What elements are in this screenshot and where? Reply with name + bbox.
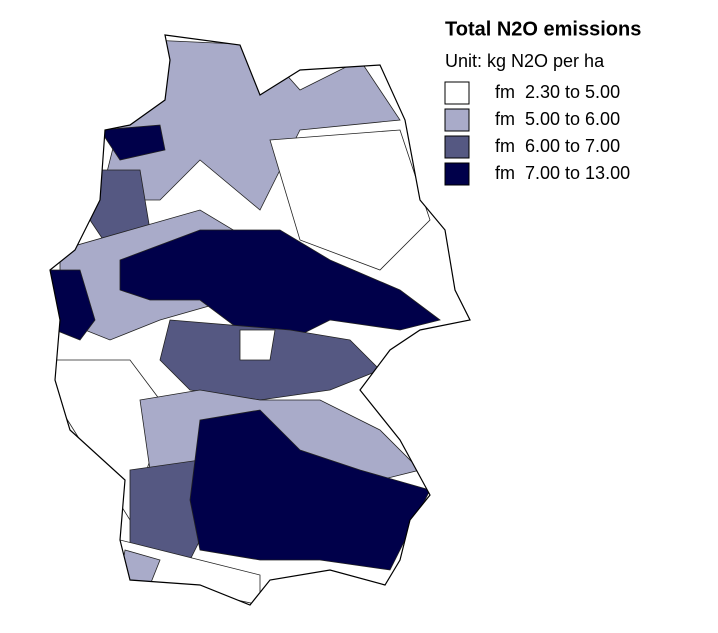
- districts: [50, 39, 441, 605]
- legend-label: fm 2.30 to 5.00: [495, 82, 620, 102]
- legend: Total N2O emissions Unit: kg N2O per ha …: [444, 18, 641, 186]
- legend-swatch: [444, 108, 470, 132]
- germany-map: [49, 34, 471, 606]
- legend-label: fm 5.00 to 6.00: [495, 109, 620, 129]
- legend-label: fm 6.00 to 7.00: [495, 136, 620, 156]
- legend-unit: Unit: kg N2O per ha: [445, 51, 605, 71]
- district-group: [189, 409, 431, 571]
- country-border: [49, 34, 471, 606]
- district-group: [239, 329, 276, 361]
- district-group: [269, 129, 431, 271]
- district-group: [99, 124, 166, 161]
- district-group: [119, 229, 441, 341]
- legend-swatch: [444, 135, 470, 159]
- legend-swatch: [444, 81, 470, 105]
- legend-swatch: [444, 162, 470, 186]
- legend-title: Total N2O emissions: [445, 18, 641, 40]
- legend-label: fm 7.00 to 13.00: [495, 163, 630, 183]
